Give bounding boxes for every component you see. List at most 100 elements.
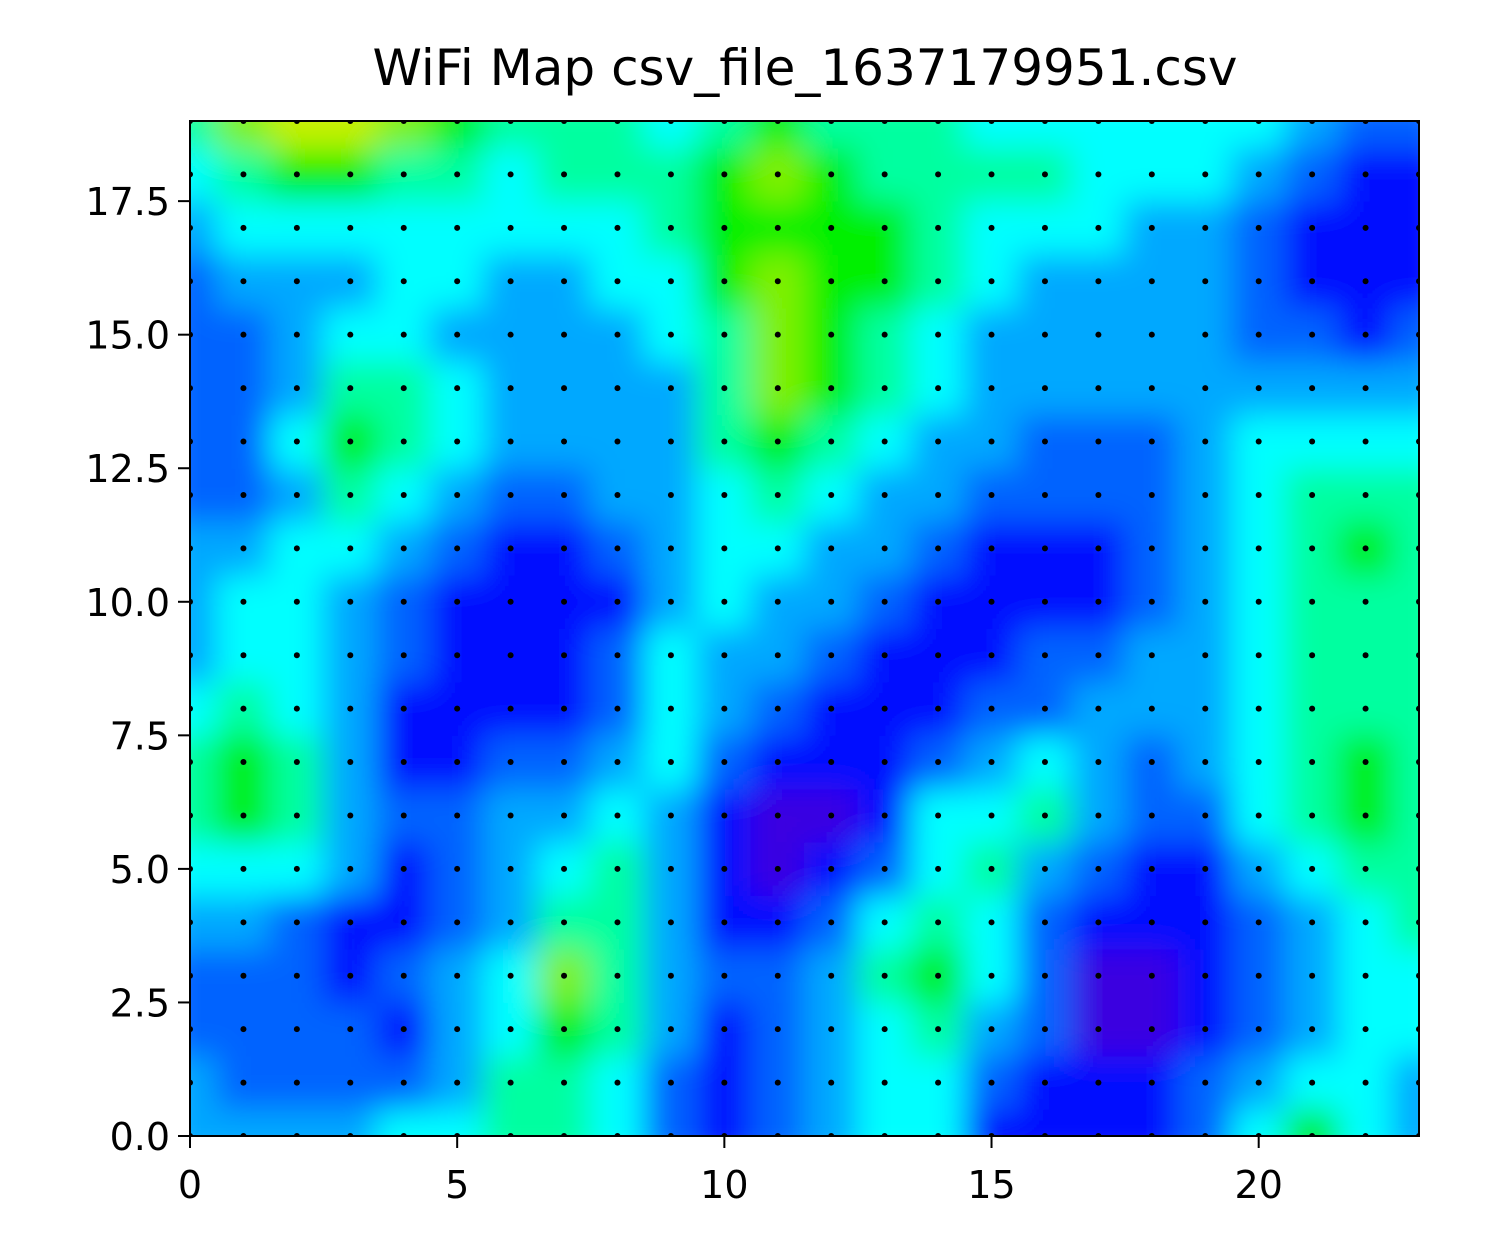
sample-point <box>507 438 514 445</box>
x-tick-label: 15 <box>967 1163 1015 1207</box>
sample-point <box>774 438 781 445</box>
sample-point <box>1041 652 1048 659</box>
sample-point <box>1041 865 1048 872</box>
sample-point <box>1309 598 1316 605</box>
sample-point <box>1041 972 1048 979</box>
contour-cell <box>190 121 218 149</box>
sample-point <box>293 385 300 392</box>
sample-point <box>988 598 995 605</box>
sample-point <box>240 438 247 445</box>
sample-point <box>1309 972 1316 979</box>
contour-cell <box>857 1108 912 1136</box>
sample-point <box>828 919 835 926</box>
sample-point <box>561 385 568 392</box>
contour-cell <box>536 1108 592 1136</box>
sample-point <box>1041 491 1048 498</box>
contour-cell <box>1391 1055 1419 1110</box>
sample-point <box>561 598 568 605</box>
sample-point <box>828 224 835 231</box>
sample-point <box>1148 812 1155 819</box>
sample-point <box>667 759 674 766</box>
contour-cell <box>1071 121 1126 149</box>
sample-point <box>1095 438 1102 445</box>
sample-point <box>721 865 728 872</box>
sample-point <box>828 865 835 872</box>
contour-cell <box>269 1108 325 1136</box>
sample-point <box>1309 278 1316 285</box>
contour-cell <box>376 121 431 149</box>
x-tick-label: 10 <box>700 1163 748 1207</box>
contour-cell <box>1124 1108 1180 1136</box>
sample-point <box>454 278 461 285</box>
contour-cell <box>429 1108 485 1136</box>
sample-point <box>1202 652 1209 659</box>
contour-cell <box>1391 307 1419 362</box>
sample-point <box>400 652 407 659</box>
sample-point <box>347 919 354 926</box>
sample-point <box>240 171 247 178</box>
sample-point <box>1255 759 1262 766</box>
sample-point <box>667 919 674 926</box>
sample-point <box>721 278 728 285</box>
contour-cell <box>1391 521 1419 576</box>
sample-point <box>1362 919 1369 926</box>
sample-point <box>1362 812 1369 819</box>
y-tick-label: 10.0 <box>85 581 170 625</box>
sample-point <box>614 545 621 552</box>
sample-point <box>1362 545 1369 552</box>
contour-cell <box>190 1055 218 1110</box>
sample-point <box>400 278 407 285</box>
plot-area <box>190 121 1419 1136</box>
contour-cell <box>190 521 218 576</box>
sample-point <box>828 171 835 178</box>
sample-point <box>1148 1026 1155 1033</box>
sample-point <box>1255 545 1262 552</box>
contour-cell <box>1391 200 1419 256</box>
sample-point <box>454 919 461 926</box>
sample-point <box>828 278 835 285</box>
sample-point <box>293 865 300 872</box>
sample-point <box>293 759 300 766</box>
sample-point <box>454 171 461 178</box>
sample-point <box>400 1026 407 1033</box>
sample-point <box>400 331 407 338</box>
sample-point <box>667 385 674 392</box>
sample-point <box>935 759 942 766</box>
sample-point <box>1362 759 1369 766</box>
sample-point <box>1041 278 1048 285</box>
sample-point <box>881 438 888 445</box>
sample-point <box>293 919 300 926</box>
sample-point <box>1255 812 1262 819</box>
sample-point <box>828 331 835 338</box>
sample-point <box>507 385 514 392</box>
x-tick-label: 0 <box>178 1163 202 1207</box>
sample-point <box>1202 705 1209 712</box>
sample-point <box>1202 1026 1209 1033</box>
sample-point <box>774 1026 781 1033</box>
sample-point <box>721 812 728 819</box>
sample-point <box>1095 812 1102 819</box>
sample-point <box>721 438 728 445</box>
sample-point <box>1041 1079 1048 1086</box>
sample-point <box>1202 545 1209 552</box>
sample-point <box>1148 545 1155 552</box>
sample-point <box>721 224 728 231</box>
sample-point <box>400 491 407 498</box>
x-tick-label: 20 <box>1235 1163 1283 1207</box>
sample-point <box>293 812 300 819</box>
chart-title: WiFi Map csv_file_1637179951.csv <box>373 39 1238 97</box>
sample-point <box>1148 171 1155 178</box>
sample-point <box>614 598 621 605</box>
sample-point <box>881 919 888 926</box>
sample-point <box>240 491 247 498</box>
sample-point <box>881 972 888 979</box>
sample-point <box>828 385 835 392</box>
contour-cell <box>1338 1108 1393 1136</box>
sample-point <box>454 865 461 872</box>
sample-point <box>1362 598 1369 605</box>
sample-point <box>507 224 514 231</box>
sample-point <box>774 705 781 712</box>
y-tick-label: 5.0 <box>110 848 170 892</box>
sample-point <box>881 652 888 659</box>
sample-point <box>774 919 781 926</box>
